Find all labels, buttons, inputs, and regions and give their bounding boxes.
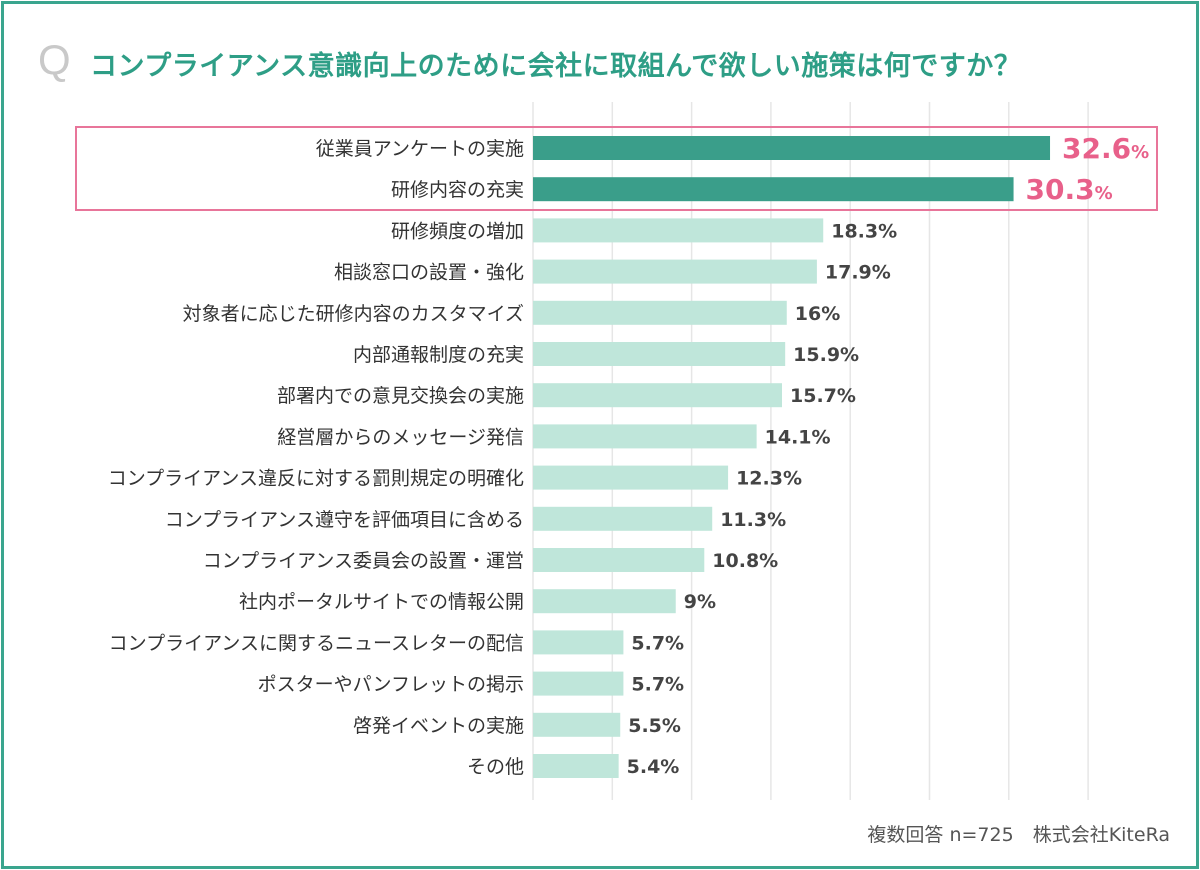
bar [533, 671, 624, 696]
category-label: ポスターやパンフレットの掲示 [258, 674, 524, 696]
value-label: 5.7% [631, 632, 684, 654]
category-label: 対象者に応じた研修内容のカスタマイズ [183, 303, 524, 325]
value-unit: % [1131, 142, 1149, 163]
value-label: 9% [684, 591, 716, 613]
bar [533, 177, 1014, 202]
value-label: 12.3% [736, 468, 802, 490]
value-label: 5.5% [628, 715, 681, 737]
category-label: その他 [467, 756, 524, 778]
category-label: コンプライアンス違反に対する罰則規定の明確化 [108, 468, 524, 490]
value-label: 15.7% [790, 385, 856, 407]
category-label: コンプライアンスに関するニュースレターの配信 [109, 632, 524, 654]
category-label: 内部通報制度の充実 [353, 344, 524, 366]
highlight-box [75, 126, 1158, 211]
bar [533, 712, 621, 737]
bar [533, 424, 757, 449]
value-label: 17.9% [825, 262, 891, 284]
value-label: 30.3% [1026, 173, 1113, 206]
category-label: 啓発イベントの実施 [353, 715, 524, 737]
bar [533, 136, 1051, 160]
bar [533, 754, 619, 778]
category-label: コンプライアンス委員会の設置・運営 [203, 550, 524, 572]
bar [533, 630, 624, 655]
value-label: 10.8% [712, 550, 778, 572]
category-label: 研修頻度の増加 [391, 220, 524, 242]
category-label: 経営層からのメッセージ発信 [277, 426, 524, 448]
bar [533, 218, 824, 243]
bar [533, 506, 713, 531]
category-label: 従業員アンケートの実施 [316, 138, 524, 160]
category-label: 社内ポータルサイトでの情報公開 [239, 591, 524, 613]
value-number: 30.3 [1026, 173, 1095, 206]
value-label: 15.9% [793, 344, 859, 366]
category-label: 研修内容の充実 [391, 179, 524, 201]
question-mark-q: Q [38, 36, 71, 83]
value-label: 14.1% [765, 426, 831, 448]
value-number: 32.6 [1062, 132, 1131, 165]
value-label: 18.3% [831, 220, 897, 242]
value-label: 5.7% [631, 674, 684, 696]
category-label: コンプライアンス遵守を評価項目に含める [165, 509, 524, 531]
bar [533, 548, 705, 572]
value-label: 5.4% [627, 756, 680, 778]
bar [533, 589, 676, 614]
category-label: 相談窓口の設置・強化 [334, 262, 524, 284]
value-unit: % [1095, 183, 1113, 204]
category-label: 部署内での意見交換会の実施 [277, 385, 524, 407]
bar [533, 383, 783, 408]
value-label: 32.6% [1062, 132, 1149, 165]
value-label: 16% [795, 303, 840, 325]
bar [533, 259, 817, 284]
footnote: 複数回答 n=725 株式会社KiteRa [867, 824, 1170, 846]
bar [533, 300, 787, 325]
value-label: 11.3% [720, 509, 786, 531]
chart-title: コンプライアンス意識向上のために会社に取組んで欲しい施策は何ですか？ [90, 51, 1022, 82]
bar [533, 342, 786, 366]
bar [533, 465, 729, 490]
